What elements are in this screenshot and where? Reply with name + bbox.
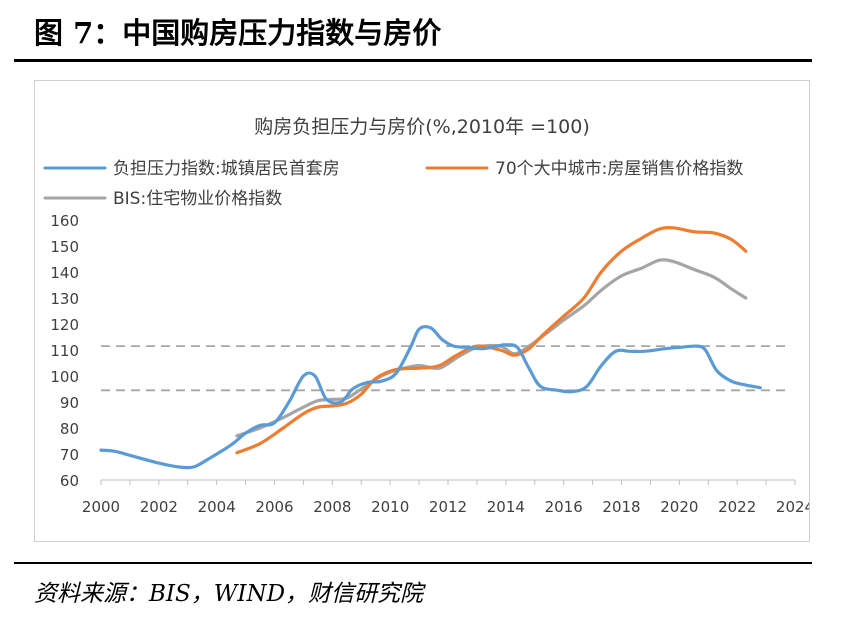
- legend-label: BIS:住宅物业价格指数: [113, 189, 282, 209]
- y-tick-label: 70: [60, 446, 79, 464]
- y-tick-label: 80: [60, 420, 79, 438]
- x-tick-label: 2014: [487, 498, 525, 516]
- y-tick-label: 140: [50, 264, 79, 282]
- top-rule: [14, 59, 812, 62]
- y-tick-label: 150: [50, 238, 79, 256]
- legend: 负担压力指数:城镇居民首套房 70个大中城市:房屋销售价格指数 BIS:住宅物业价格…: [43, 159, 743, 209]
- x-tick-label: 2010: [371, 498, 409, 516]
- y-tick-label: 160: [50, 212, 79, 230]
- chart-title: 购房负担压力与房价(%,2010年 =100): [254, 116, 590, 138]
- y-tick-label: 90: [60, 394, 79, 412]
- series-line-2: [235, 225, 748, 455]
- plot-area: [99, 225, 762, 470]
- chart-frame: 购房负担压力与房价(%,2010年 =100) 负担压力指数:城镇居民首套房 70…: [34, 80, 814, 542]
- x-tick-label: 2018: [602, 498, 640, 516]
- y-axis: 60 70 80 90 100 110 120 130 140 150 160: [50, 212, 79, 490]
- source-note: 资料来源：BIS，WIND，财信研究院: [34, 581, 424, 607]
- x-tick-label: 2024: [776, 498, 809, 516]
- reference-lines: [101, 345, 791, 392]
- series-line-1: [99, 325, 762, 470]
- x-tick-label: 2016: [545, 498, 583, 516]
- x-tick-label: 2006: [255, 498, 293, 516]
- x-tick-label: 2004: [198, 498, 236, 516]
- figure-title: 图 7：中国购房压力指数与房价: [34, 16, 442, 50]
- x-tick-label: 2020: [660, 498, 698, 516]
- y-tick-label: 100: [50, 368, 79, 386]
- y-tick-label: 110: [50, 342, 79, 360]
- y-tick-label: 130: [50, 290, 79, 308]
- y-tick-label: 60: [60, 472, 79, 490]
- legend-label: 70个大中城市:房屋销售价格指数: [495, 159, 743, 179]
- line-chart: 购房负担压力与房价(%,2010年 =100) 负担压力指数:城镇居民首套房 70…: [43, 116, 814, 516]
- x-axis: 2000 2002 2004 2006 2008 2010 2012 2014 2016 2018…: [82, 479, 814, 516]
- x-tick-label: 2012: [429, 498, 467, 516]
- x-tick-label: 2022: [718, 498, 756, 516]
- x-tick-label: 2002: [140, 498, 178, 516]
- x-tick-label: 2008: [313, 498, 351, 516]
- x-tick-label: 2000: [82, 498, 120, 516]
- legend-label: 负担压力指数:城镇居民首套房: [113, 159, 340, 179]
- bottom-rule: [14, 562, 812, 564]
- y-tick-label: 120: [50, 316, 79, 334]
